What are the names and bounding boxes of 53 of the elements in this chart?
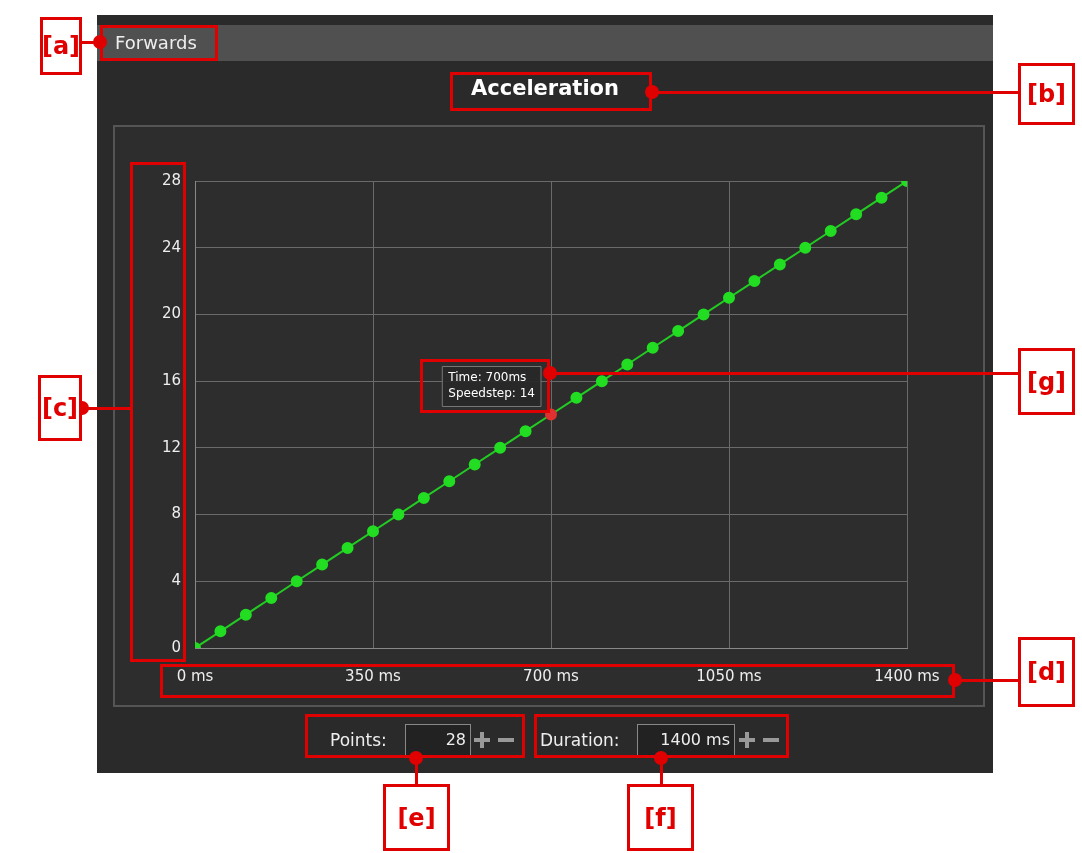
point (494, 441, 507, 454)
text: [c] (38, 375, 82, 441)
text: [b] (1018, 63, 1075, 125)
point (316, 558, 329, 571)
annotation: Time: 700ms Speedstep: 14 (447, 369, 535, 400)
point (672, 325, 685, 338)
x-tick-label: 1400 ms (874, 666, 940, 685)
point (417, 491, 430, 504)
chart-title: Acceleration (470, 76, 620, 100)
x-tick-label: 700 ms (523, 666, 580, 685)
y-tick-label: 8 (171, 504, 181, 523)
y-tick-label: 24 (161, 237, 181, 256)
text: Duration: (540, 730, 620, 750)
text: [a] (40, 17, 82, 75)
point (367, 525, 379, 538)
y-tick-label: 0 (171, 637, 181, 656)
text: 1400 ms (637, 724, 735, 756)
text: [d] (1018, 637, 1075, 707)
y-tick-label: 16 (161, 371, 181, 390)
point (646, 341, 659, 354)
x-tick-label: 350 ms (345, 666, 402, 685)
point (824, 225, 837, 238)
text: Forwards (97, 25, 993, 61)
point (697, 308, 710, 321)
y-tick-label: 20 (161, 304, 181, 323)
point (239, 608, 252, 621)
text: [f] (627, 784, 694, 851)
point (799, 241, 812, 254)
point (468, 458, 481, 471)
y-tick-label: 28 (161, 170, 181, 189)
point (850, 208, 863, 221)
point (519, 425, 532, 438)
point (773, 258, 786, 271)
text: 28 (405, 724, 471, 756)
y-tick-label: 4 (171, 571, 181, 590)
point (723, 291, 735, 304)
point (595, 375, 608, 388)
point (392, 508, 405, 521)
x-tick-label: 0 ms (176, 666, 214, 685)
point (875, 191, 888, 204)
point (748, 275, 761, 288)
point (265, 591, 278, 604)
point (621, 358, 634, 371)
y-tick-label: 12 (161, 437, 181, 456)
point (341, 541, 354, 554)
text: [g] (1018, 348, 1075, 415)
text: [e] (383, 784, 450, 851)
point (570, 391, 583, 404)
x-tick-label: 1050 ms (696, 666, 762, 685)
point (214, 625, 227, 638)
point (443, 475, 456, 488)
text: Points: (330, 730, 387, 750)
point (290, 575, 303, 588)
